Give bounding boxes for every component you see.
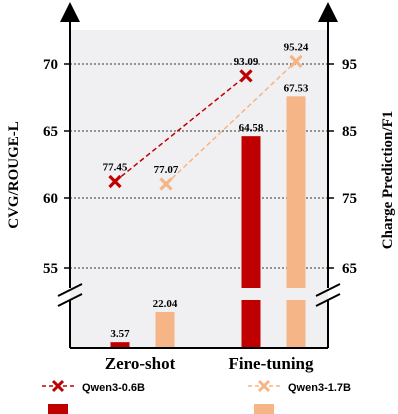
left-tick-label-70: 70 <box>43 57 58 73</box>
marker-qwen3-1.7b-fine-tuning <box>289 54 303 69</box>
right-tick-label-65: 65 <box>342 261 357 277</box>
data-labels: 3.57 64.58 22.04 67.53 77.45 93.09 77.07 95.24 <box>103 41 309 340</box>
right-axis-break-mark-2 <box>315 293 341 307</box>
line-label-qwen3-0.6b-zero-shot: 77.45 <box>103 161 128 173</box>
left-axis-break-mark-2 <box>57 293 83 307</box>
left-tick-label-60: 60 <box>43 191 58 207</box>
line-label-qwen3-1.7b-fine-tuning: 95.24 <box>284 41 309 53</box>
right-tick-label-75: 75 <box>342 191 357 207</box>
legend-label-qwen3-1.7b: Qwen3-1.7B <box>288 382 351 394</box>
category-label-zero-shot: Zero-shot <box>105 354 176 373</box>
right-axis-break-mark-1 <box>315 283 341 297</box>
bar-s1-fine-tuning-upper <box>286 96 306 288</box>
left-tick-label-55: 55 <box>43 261 58 277</box>
bar-label-s0-zero-shot: 3.57 <box>110 328 130 340</box>
bar-s1-fine-tuning-lower <box>286 300 306 348</box>
left-axis-break-mark-1 <box>57 283 83 297</box>
bar-label-s1-fine-tuning: 67.53 <box>284 82 309 94</box>
right-tick-label-95: 95 <box>342 57 357 73</box>
lines <box>108 54 303 191</box>
bar-s0-fine-tuning-upper <box>241 136 261 288</box>
category-label-fine-tuning: Fine-tuning <box>228 354 314 373</box>
bar-s0-fine-tuning-lower <box>241 300 261 348</box>
legend-label-qwen3-0.6b: Qwen3-0.6B <box>82 382 145 394</box>
bar-label-s1-zero-shot: 22.04 <box>153 298 178 310</box>
left-tick-label-65: 65 <box>43 124 58 140</box>
legend-swatch-red-bar <box>48 404 68 414</box>
line-label-qwen3-0.6b-fine-tuning: 93.09 <box>234 56 259 68</box>
legend-marker-qwen3-0.6b <box>51 379 65 393</box>
line-label-qwen3-1.7b-zero-shot: 77.07 <box>154 164 179 176</box>
series-line-qwen3-1.7b <box>165 60 297 185</box>
bar-s0-zero-shot <box>110 342 130 348</box>
legend-swatch-orange-bar <box>254 404 274 414</box>
bar-s1-zero-shot <box>155 312 175 348</box>
right-axis: 95 85 75 65 Charge Prediction/F1 <box>315 2 396 348</box>
marker-qwen3-0.6b-fine-tuning <box>239 69 253 83</box>
gridlines <box>70 63 328 269</box>
category-labels: Zero-shot Fine-tuning <box>105 354 314 373</box>
bar-label-s0-fine-tuning: 64.58 <box>239 122 264 134</box>
legend: Qwen3-0.6B Qwen3-1.7B <box>42 379 351 414</box>
legend-marker-qwen3-1.7b <box>257 379 271 393</box>
series-line-qwen3-0.6b <box>114 75 247 183</box>
marker-qwen3-0.6b-zero-shot <box>108 174 122 189</box>
right-tick-label-85: 85 <box>342 124 357 140</box>
marker-qwen3-1.7b-zero-shot <box>159 177 173 191</box>
bars <box>110 96 306 348</box>
left-axis: 70 65 60 55 CVG/ROUGE-L <box>6 2 83 348</box>
left-axis-title: CVG/ROUGE-L <box>6 121 22 229</box>
right-axis-title: Charge Prediction/F1 <box>380 111 396 249</box>
plot-background <box>70 30 328 348</box>
